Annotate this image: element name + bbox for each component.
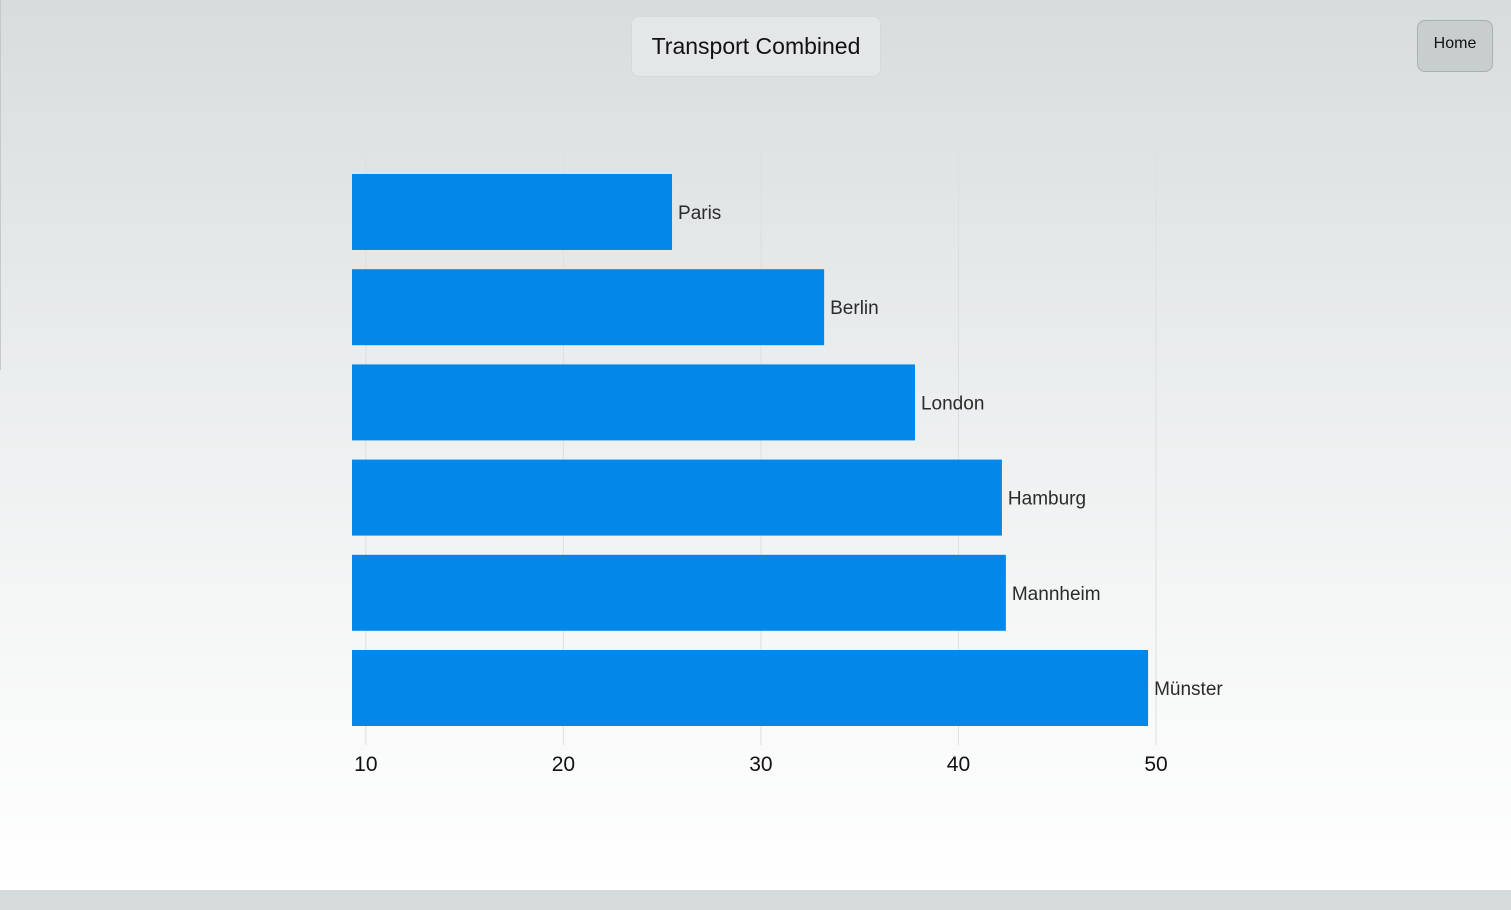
x-tick-label: 40 bbox=[947, 753, 970, 776]
bar-label: Münster bbox=[1154, 679, 1223, 700]
bar-label: Mannheim bbox=[1012, 584, 1101, 605]
bar-label: Berlin bbox=[830, 298, 879, 319]
home-button[interactable]: Home bbox=[1417, 20, 1493, 72]
bar-label: London bbox=[921, 393, 984, 414]
bar-london[interactable] bbox=[352, 364, 915, 441]
bar-label: Hamburg bbox=[1008, 489, 1086, 510]
chart-bars bbox=[352, 174, 1149, 726]
bar-mannheim[interactable] bbox=[352, 554, 1006, 631]
x-tick-label: 50 bbox=[1144, 753, 1167, 776]
x-tick-label: 30 bbox=[749, 753, 772, 776]
bar-münster[interactable] bbox=[352, 650, 1149, 726]
bar-label: Paris bbox=[678, 203, 721, 224]
bar-berlin[interactable] bbox=[352, 269, 825, 346]
chart-bar-labels: Paris Berlin London Hamburg Mannheim Münster bbox=[678, 203, 1223, 700]
bar-hamburg[interactable] bbox=[352, 459, 1002, 536]
left-edge-divider bbox=[0, 0, 1, 370]
x-tick-label: 20 bbox=[552, 753, 575, 776]
page-title: Transport Combined bbox=[631, 16, 881, 77]
bar-chart: ParisBerlinLondonHamburgMannheimMünster … bbox=[352, 155, 1223, 776]
chart-grid bbox=[365, 155, 1157, 745]
bottom-status-bar bbox=[0, 890, 1511, 910]
bar-paris[interactable] bbox=[352, 174, 673, 250]
x-tick-label: 10 bbox=[354, 753, 377, 776]
chart-x-axis-ticks: 10 20 30 40 50 bbox=[354, 753, 1168, 776]
